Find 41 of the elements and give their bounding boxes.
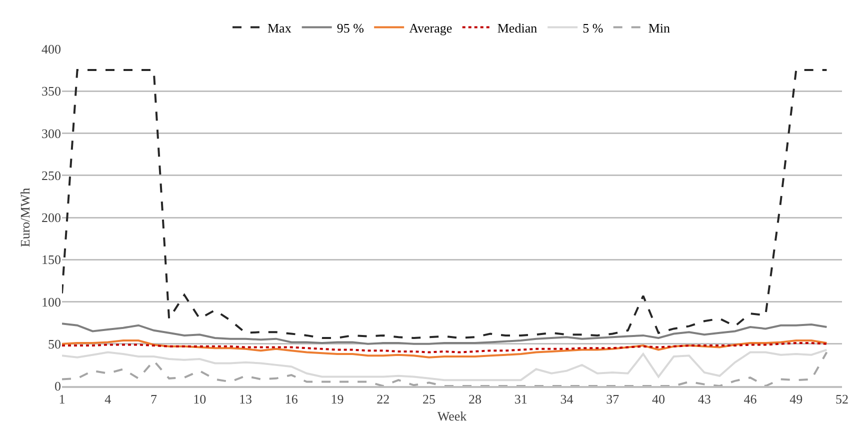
x-tick-label: 19 — [330, 392, 344, 407]
line-series — [62, 351, 828, 386]
y-tick-label: 150 — [42, 252, 61, 268]
x-tick-label: 52 — [836, 392, 848, 407]
x-tick-label: 43 — [698, 392, 711, 407]
legend-label: 5 % — [582, 20, 604, 36]
x-tick-label: 10 — [193, 392, 206, 407]
line-series — [62, 342, 828, 354]
y-tick-label: 100 — [42, 294, 61, 310]
legend-label: Min — [648, 20, 671, 36]
legend-label: 95 % — [336, 20, 364, 36]
y-tick-label: 0 — [54, 378, 61, 394]
y-tick-label: 200 — [42, 210, 61, 226]
x-tick-label: 25 — [422, 392, 436, 407]
x-tick-label: 13 — [239, 392, 252, 407]
x-tick-label: 34 — [560, 392, 574, 407]
x-tick-label: 22 — [376, 392, 390, 407]
line-series — [62, 340, 828, 358]
legend-label: Max — [268, 20, 292, 36]
line-series — [62, 348, 828, 382]
y-tick-label: 400 — [42, 42, 61, 57]
x-tick-label: 7 — [150, 392, 158, 407]
x-tick-label: 28 — [468, 392, 482, 407]
line-series — [62, 69, 828, 339]
y-tick-label: 50 — [48, 336, 61, 352]
x-tick-label: 31 — [514, 392, 528, 407]
x-tick-label: 1 — [58, 392, 66, 407]
y-axis-title: Euro/MWh — [17, 187, 32, 248]
legend-label: Average — [409, 20, 452, 36]
x-tick-label: 4 — [104, 392, 112, 407]
x-tick-label: 49 — [790, 392, 803, 407]
y-tick-label: 250 — [42, 168, 61, 183]
y-tick-label: 300 — [42, 126, 61, 141]
line-series — [62, 322, 828, 345]
x-tick-label: 16 — [284, 392, 298, 407]
x-axis-title: Week — [437, 408, 468, 424]
x-tick-label: 46 — [744, 392, 758, 407]
x-tick-label: 40 — [652, 392, 665, 407]
y-tick-label: 350 — [42, 84, 61, 99]
legend-label: Median — [497, 20, 538, 36]
x-tick-label: 37 — [606, 392, 620, 407]
